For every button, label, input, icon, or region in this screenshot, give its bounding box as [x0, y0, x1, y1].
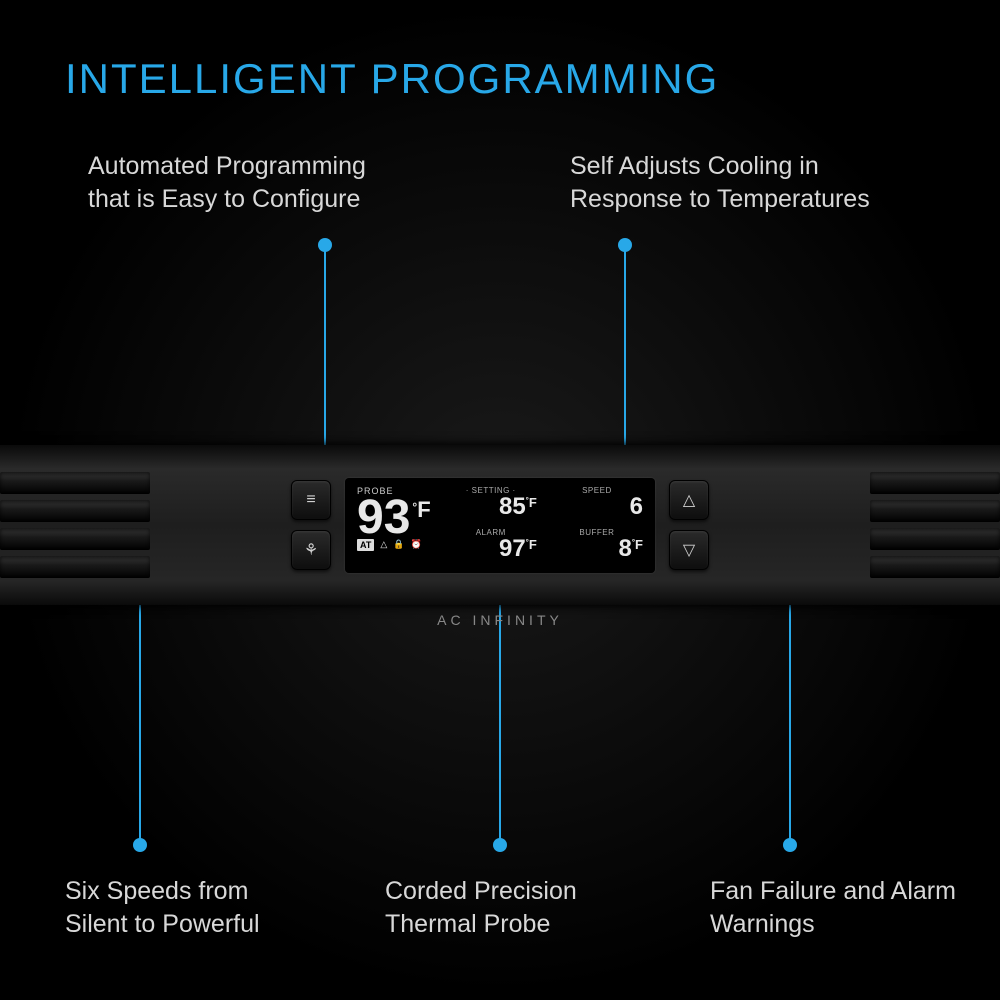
chevron-down-icon: ▽ [683, 540, 695, 560]
lcd-field: · SETTING ·85°F [445, 486, 537, 525]
control-panel: ≡ ⚘ PROBE 93°F AT △ 🔒 ⏰ · SETTING ·85°FS… [291, 478, 709, 573]
menu-icon: ≡ [306, 491, 315, 509]
lcd-field: SPEED6 [551, 486, 643, 525]
lcd-field: BUFFER8°F [551, 528, 643, 567]
right-buttons: △ ▽ [669, 480, 709, 570]
callout-automated-programming: Automated Programming that is Easy to Co… [88, 150, 408, 215]
lock-icon: 🔒 [393, 539, 404, 550]
callout-alarm-warnings: Fan Failure and Alarm Warnings [710, 875, 960, 940]
warning-icon: △ [380, 539, 387, 550]
mode-badge: AT [357, 539, 374, 551]
callout-self-adjusts: Self Adjusts Cooling in Response to Temp… [570, 150, 920, 215]
lcd-field-value: 8°F [551, 537, 643, 561]
lcd-field: ALARM97°F [445, 528, 537, 567]
callout-six-speeds: Six Speeds from Silent to Powerful [65, 875, 315, 940]
vent-left [0, 472, 150, 578]
device-bar: ≡ ⚘ PROBE 93°F AT △ 🔒 ⏰ · SETTING ·85°FS… [0, 445, 1000, 605]
brand-label: AC INFINITY [437, 612, 563, 628]
alarm-icon: ⏰ [410, 539, 421, 550]
vent-right [870, 472, 1000, 578]
leaf-icon: ⚘ [304, 540, 318, 560]
lcd-display: PROBE 93°F AT △ 🔒 ⏰ · SETTING ·85°FSPEED… [345, 478, 655, 573]
lcd-field-value: 6 [551, 495, 643, 519]
left-buttons: ≡ ⚘ [291, 480, 331, 570]
lcd-field-value: 97°F [445, 537, 537, 561]
down-button[interactable]: ▽ [669, 530, 709, 570]
callout-thermal-probe: Corded Precision Thermal Probe [385, 875, 635, 940]
lcd-field-value: 85°F [445, 495, 537, 519]
lcd-status-icons: AT △ 🔒 ⏰ [357, 539, 431, 551]
menu-button[interactable]: ≡ [291, 480, 331, 520]
probe-value: 93°F [357, 496, 431, 539]
up-button[interactable]: △ [669, 480, 709, 520]
chevron-up-icon: △ [683, 490, 695, 510]
page-title: INTELLIGENT PROGRAMMING [65, 55, 719, 103]
leaf-button[interactable]: ⚘ [291, 530, 331, 570]
